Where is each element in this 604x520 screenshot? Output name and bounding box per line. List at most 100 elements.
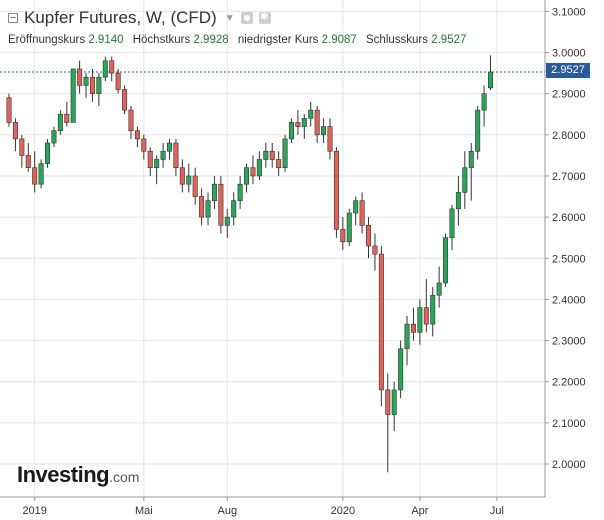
chart-title: Kupfer Futures, W, (CFD) xyxy=(24,8,217,27)
candle-body xyxy=(224,216,230,226)
candle-body xyxy=(417,307,423,333)
candle-body xyxy=(288,122,294,140)
candle-body xyxy=(359,200,365,226)
y-tick-label: 2.1000 xyxy=(552,418,586,430)
candle-down xyxy=(122,85,128,115)
candle-up xyxy=(391,381,397,432)
candle-body xyxy=(385,389,391,415)
candle-body xyxy=(64,113,70,123)
gridlines xyxy=(0,10,545,465)
candle-up xyxy=(462,151,468,209)
candle-up xyxy=(38,159,44,189)
candle-body xyxy=(205,200,211,218)
chart-header: Kupfer Futures, W, (CFD) ▼ xyxy=(8,8,271,28)
candle-down xyxy=(218,175,224,234)
candle-body xyxy=(167,142,173,152)
candle-body xyxy=(237,183,243,201)
candle-body xyxy=(269,150,275,160)
candle-up xyxy=(205,192,211,226)
candle-body xyxy=(77,68,83,86)
candle-down xyxy=(423,278,429,333)
candle-body xyxy=(378,253,384,391)
candle-body xyxy=(186,175,192,185)
gear-icon[interactable] xyxy=(258,10,271,24)
candle-body xyxy=(192,175,198,197)
open-value: 2.9140 xyxy=(88,34,124,46)
candle-body xyxy=(314,109,320,136)
candle-up xyxy=(256,151,262,181)
candle-down xyxy=(64,101,70,127)
candle-down xyxy=(134,126,140,148)
candle-down xyxy=(378,245,384,407)
x-tick-label: Apr xyxy=(411,505,428,517)
candle-up xyxy=(96,73,102,106)
candle-body xyxy=(38,163,44,185)
candle-down xyxy=(359,192,365,234)
logo-brand: Investing xyxy=(17,462,110,487)
candle-down xyxy=(128,105,134,139)
candle-body xyxy=(372,245,378,255)
x-tick-label: Aug xyxy=(217,505,237,517)
candle-down xyxy=(269,143,275,168)
candle-body xyxy=(340,229,346,243)
candle-up xyxy=(282,134,288,172)
candle-body xyxy=(122,89,128,111)
investing-logo: Investing.com xyxy=(17,462,139,488)
candle-up xyxy=(83,73,89,98)
candle-down xyxy=(89,68,95,102)
candle-up xyxy=(301,114,307,139)
candle-down xyxy=(250,155,256,185)
candle-body xyxy=(19,138,25,156)
collapse-icon[interactable] xyxy=(8,13,18,23)
candle-body xyxy=(462,167,468,193)
candle-body xyxy=(468,150,474,169)
open-label: Eröffnungskurs xyxy=(8,34,86,46)
chevron-down-icon[interactable]: ▼ xyxy=(224,12,235,24)
candle-body xyxy=(404,323,410,350)
last-price-tag: 2.9527 xyxy=(546,63,590,78)
candle-body xyxy=(327,126,333,152)
candle-body xyxy=(32,167,38,185)
low-value: 2.9087 xyxy=(321,34,357,46)
candle-up xyxy=(160,143,166,168)
candle-body xyxy=(436,282,442,296)
candle-body xyxy=(443,237,449,284)
y-tick-label: 2.7000 xyxy=(552,171,586,183)
candle-up xyxy=(186,163,192,193)
x-tick-label: 2019 xyxy=(22,505,46,517)
candle-body xyxy=(128,109,134,131)
candle-up xyxy=(398,340,404,399)
candle-down xyxy=(314,105,320,144)
y-axis-ticks: 2.0000 2.1000 2.2000 2.3000 2.4000 2.5000 2.60… xyxy=(545,6,586,471)
candle-down xyxy=(276,151,282,176)
candle-body xyxy=(366,225,372,247)
candle-down xyxy=(410,307,416,341)
close-value: 2.9527 xyxy=(431,34,467,46)
candle-body xyxy=(308,109,314,119)
candle-down xyxy=(295,110,301,135)
candle-body xyxy=(102,60,108,78)
y-tick-label: 2.0000 xyxy=(552,459,586,471)
candle-down xyxy=(179,159,185,193)
candle-body xyxy=(115,72,121,90)
eye-icon[interactable] xyxy=(240,12,253,24)
candle-body xyxy=(57,113,63,131)
candle-body xyxy=(141,138,147,152)
candle-up xyxy=(45,138,51,168)
candle-up xyxy=(430,287,436,337)
candle-body xyxy=(89,76,95,94)
candle-up xyxy=(231,192,237,226)
candle-body xyxy=(45,142,51,164)
candle-body xyxy=(6,97,12,123)
candle-down xyxy=(19,134,25,168)
candle-body xyxy=(449,208,455,238)
candle-body xyxy=(160,150,166,160)
x-axis-ticks: 2019 Mai Aug 2020 Apr Jul xyxy=(22,497,504,517)
candle-up xyxy=(51,126,57,148)
candle-up xyxy=(154,155,160,185)
y-tick-label: 2.6000 xyxy=(552,212,586,224)
ohlc-readout: Eröffnungskurs 2.9140 Höchstkurs 2.9928 … xyxy=(8,34,472,46)
candle-up xyxy=(475,105,481,160)
high-label: Höchstkurs xyxy=(132,34,191,46)
